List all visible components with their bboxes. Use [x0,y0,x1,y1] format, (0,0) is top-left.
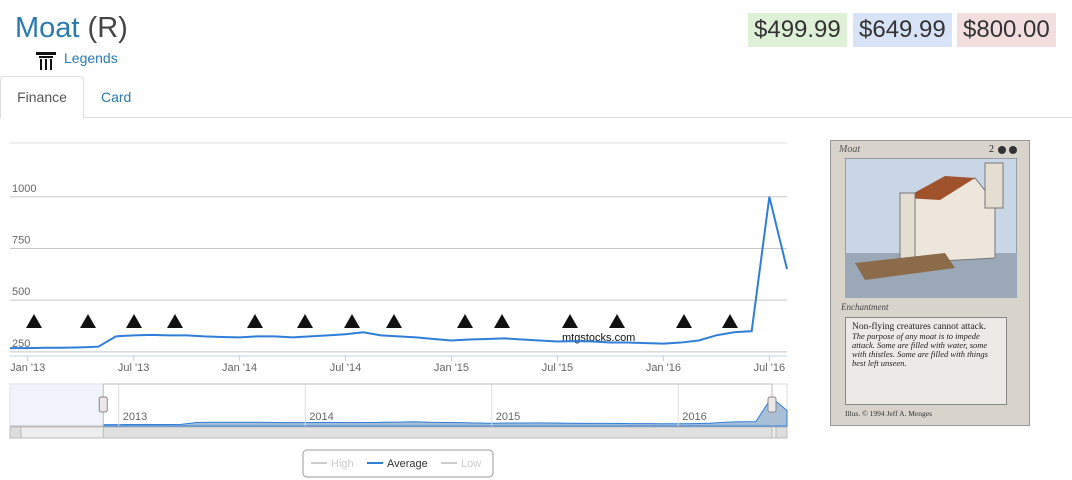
navigator-mask [10,384,104,426]
card-image: Moat 2 Enchantment Non-flying creatures … [830,140,1030,426]
card-type: Enchantment [841,302,889,312]
set-symbol [386,314,402,328]
price-high: $800.00 [957,13,1056,47]
x-tick-label: Jul '14 [330,362,361,374]
legend-label[interactable]: Low [461,458,481,470]
y-tick-label: 250 [12,338,30,350]
price-avg: $649.99 [853,13,952,47]
legend-label[interactable]: Average [387,458,428,470]
price-line [10,196,788,350]
rarity: (R) [87,12,128,44]
set-symbol [494,314,510,328]
navigator-area [102,396,788,427]
scroll-left[interactable] [9,426,22,439]
set-symbol [297,314,313,328]
tab-border [0,117,1072,118]
set-symbol [457,314,473,328]
x-tick-label: Jan '14 [222,362,257,374]
set-symbol [344,314,360,328]
set-symbol [676,314,692,328]
x-tick-label: Jul '13 [118,362,149,374]
card-cost: 2 [989,144,994,155]
card-heading: Moat (R) [15,12,128,45]
navigator-label: 2014 [309,411,333,423]
legend-box [302,449,494,478]
navigator-label: 2013 [123,411,147,423]
card-flavor: The purpose of any moat is to impede att… [852,331,988,368]
scrollbar-thumb[interactable] [102,426,773,439]
set-symbol [609,314,625,328]
scroll-right[interactable] [775,426,788,439]
card-art [845,158,1017,298]
set-icon [36,52,56,70]
mana-symbols [998,146,1017,154]
price-low: $499.99 [748,13,847,47]
navigator-handle[interactable] [767,396,777,413]
set-link[interactable]: Legends [64,50,118,66]
card-textbox: Non-flying creatures cannot attack. The … [845,317,1007,405]
set-symbol [126,314,142,328]
set-symbol [722,314,738,328]
legend-label[interactable]: High [331,458,354,470]
x-tick-label: Jan '15 [434,362,469,374]
card-credit: Illus. © 1994 Jeff A. Menges [845,409,933,418]
x-tick-label: Jul '16 [754,362,785,374]
x-tick-label: Jan '16 [646,362,681,374]
tab-card[interactable]: Card [101,89,132,105]
tab-finance[interactable]: Finance [0,76,84,119]
navigator-label: 2016 [682,411,706,423]
x-tick-label: Jul '15 [542,362,573,374]
navigator-label: 2015 [496,411,520,423]
set-symbol [80,314,96,328]
y-tick-label: 500 [12,286,30,298]
y-tick-label: 1000 [12,183,36,195]
set-symbol [562,314,578,328]
set-symbol [247,314,263,328]
set-symbol [167,314,183,328]
card-rules: Non-flying creatures cannot attack. [852,322,986,332]
x-tick-label: Jan '13 [10,362,45,374]
set-symbol [26,314,42,328]
navigator-handle[interactable] [98,396,108,413]
card-title: Moat [15,12,80,44]
card-name: Moat [839,144,861,155]
y-tick-label: 750 [12,234,30,246]
chart: 250 500 750 1000 Jan '13 Jul '13 Jan '14 Jul '1… [9,142,788,478]
